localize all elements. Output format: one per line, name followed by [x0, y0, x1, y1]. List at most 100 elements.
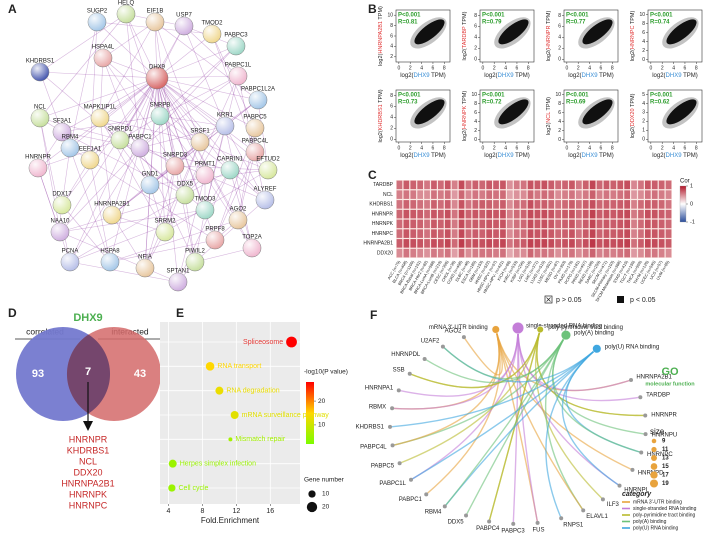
y-axis-label: log2(NCL TPM) — [546, 97, 552, 135]
heat-cell — [582, 190, 589, 199]
heat-cell — [651, 209, 658, 219]
heat-cell — [576, 180, 582, 190]
label-part: log2( — [400, 73, 413, 79]
heat-cell — [396, 229, 403, 238]
heat-cell — [507, 229, 513, 238]
gene-label: HNRNPA2B1 — [636, 374, 672, 380]
node-label: SUGP2 — [87, 9, 108, 15]
heat-cell — [403, 229, 410, 238]
colorbar-label: 1 — [690, 183, 693, 189]
heat-cell — [548, 190, 555, 199]
x-axis-label: log2(DHX9 TPM) — [568, 73, 614, 79]
label-part: log2( — [652, 73, 665, 79]
network-edge — [144, 141, 201, 269]
node-highlight — [131, 139, 149, 157]
category-label: poly(U) RNA binding — [633, 525, 679, 531]
network-edge — [159, 115, 206, 176]
heat-cell — [527, 229, 534, 238]
node-label: HNRNPA2B1 — [94, 202, 130, 208]
heat-cell — [617, 229, 624, 238]
heat-cell — [458, 200, 465, 209]
heat-cell — [410, 239, 417, 248]
network-edge — [109, 77, 158, 263]
size-key — [308, 490, 316, 498]
network-edge — [164, 169, 269, 233]
network-edge — [159, 75, 239, 117]
heat-cell — [444, 190, 451, 199]
label-part: TPM) — [682, 153, 698, 159]
heat-cell — [548, 239, 555, 248]
heat-cell — [624, 180, 630, 190]
network-edge — [183, 25, 226, 127]
network-edge — [102, 57, 201, 143]
network-edge — [61, 147, 71, 206]
network-edge — [224, 125, 253, 249]
node-label: SNRPB — [150, 103, 171, 109]
network-edge — [96, 21, 158, 79]
go-title: GO — [661, 366, 679, 378]
heat-cell — [507, 200, 513, 209]
y-tick-label: 0 — [558, 57, 561, 63]
heat-cell — [479, 180, 486, 190]
y-axis-label: log2(HNRNPA2B1 TPM) — [378, 6, 384, 66]
gene-label: DDX5 — [448, 520, 465, 526]
heat-cell — [541, 239, 548, 248]
point-cloud-halo — [662, 97, 699, 129]
node-label: HNRNPR — [25, 155, 51, 161]
label-part: log2( — [378, 130, 384, 142]
x-tick-label: 4 — [588, 145, 591, 151]
heat-cell — [541, 190, 548, 199]
network-edge — [156, 77, 186, 196]
heat-cell — [589, 190, 596, 199]
heat-cell — [486, 239, 492, 248]
y-axis-label: log2(HNRNPR TPM) — [546, 11, 552, 62]
network-edge — [89, 21, 98, 161]
heat-cell — [431, 200, 437, 209]
venn-count: 93 — [32, 368, 44, 380]
term-label: RNA degradation — [226, 388, 279, 395]
heat-cell — [562, 219, 568, 229]
node-label: SNRPD1 — [108, 127, 133, 133]
network-edge — [69, 77, 158, 149]
y-axis-label: log2(KHDRBS1 TPM) — [378, 89, 384, 142]
network-edge — [156, 75, 239, 79]
heat-cell — [651, 239, 658, 248]
heat-cell — [396, 248, 403, 258]
category-label: poly-pyrimidine tract binding — [633, 512, 695, 518]
x-tick-label: 0 — [397, 65, 400, 71]
heat-cell — [417, 248, 423, 258]
p-value: P<0.001 — [398, 13, 421, 19]
category-label: mRNA 3'-UTR binding — [633, 499, 682, 505]
gene-term-link — [409, 329, 541, 389]
heat-cell — [596, 239, 603, 248]
category-label: single-stranded RNA binding — [633, 506, 697, 512]
venn-title: DHX9 — [73, 312, 102, 324]
gene-term-link — [442, 334, 567, 380]
heat-cell — [617, 219, 624, 229]
heat-cell — [638, 200, 644, 209]
term-label: poly(U) RNA binding — [605, 344, 659, 350]
network-edge — [149, 77, 158, 186]
heat-cell — [534, 180, 541, 190]
network-edge — [194, 247, 253, 263]
node-label: PABPC1L — [225, 63, 252, 69]
heat-cell — [548, 248, 555, 258]
gene-node — [440, 344, 445, 349]
x-axis-label: log2(DHX9 TPM) — [652, 153, 698, 159]
point-cloud — [582, 99, 613, 125]
heat-cell — [479, 229, 486, 238]
heatmap-bg — [396, 180, 672, 258]
y-tick-label: 5 — [642, 92, 645, 98]
node-label: PABPC1 — [128, 135, 152, 141]
network-edge — [119, 77, 158, 141]
heat-cell — [472, 190, 479, 199]
heat-cell — [576, 200, 582, 209]
gene-term-link — [392, 329, 500, 410]
network-edge — [69, 261, 179, 283]
heat-cell — [562, 190, 568, 199]
gene-term-link — [534, 329, 604, 500]
x-tick-label: 2 — [577, 65, 580, 71]
point-cloud — [666, 99, 697, 125]
heat-cell — [451, 229, 458, 238]
y-tick-label: 4 — [642, 101, 645, 107]
